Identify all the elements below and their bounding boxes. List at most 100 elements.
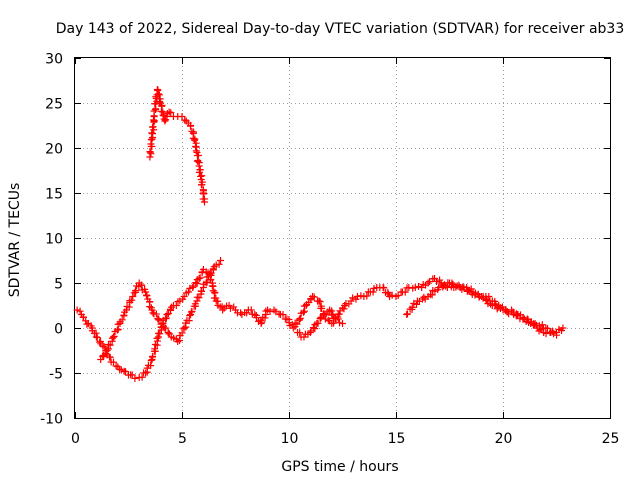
data-point-marker: [165, 108, 173, 116]
data-point-marker: [157, 107, 165, 115]
data-point-marker: [296, 314, 304, 322]
data-point-marker: [162, 324, 170, 332]
y-tick-label: 30: [45, 52, 63, 68]
data-point-marker: [296, 315, 304, 323]
x-tick-label: 0: [71, 431, 80, 447]
data-point-marker: [153, 334, 161, 342]
data-point-marker: [226, 304, 234, 312]
data-point-marker: [147, 357, 155, 365]
data-point-marker: [519, 314, 527, 322]
data-point-marker: [553, 331, 560, 339]
data-point-marker: [380, 284, 388, 292]
data-point-marker: [184, 288, 192, 296]
data-point-marker: [149, 309, 157, 317]
data-point-marker: [156, 98, 164, 106]
grid-lines: [75, 58, 610, 418]
data-point-marker: [538, 321, 546, 329]
data-point-marker: [178, 329, 186, 337]
data-point-marker: [347, 297, 355, 305]
data-point-marker: [188, 307, 196, 315]
data-point-marker: [96, 338, 104, 346]
x-tick-label: 25: [602, 431, 620, 447]
x-tick-label: 10: [281, 431, 299, 447]
data-point-marker: [299, 308, 307, 316]
data-point-marker: [460, 284, 468, 292]
data-point-marker: [436, 276, 444, 284]
data-point-marker: [106, 353, 114, 361]
plot-frame: [74, 57, 611, 419]
data-point-marker: [192, 279, 200, 287]
data-point-marker: [138, 373, 146, 381]
data-point-marker: [187, 122, 195, 130]
data-point-marker: [411, 284, 419, 291]
data-point-marker: [559, 324, 567, 332]
data-point-marker: [131, 374, 139, 382]
data-point-marker: [195, 294, 203, 302]
data-point-marker: [80, 313, 88, 321]
data-point-marker: [164, 329, 172, 337]
data-point-marker: [110, 332, 118, 340]
data-point-marker: [192, 147, 200, 155]
data-point-marker: [120, 312, 128, 320]
data-point-marker: [414, 282, 422, 290]
data-point-marker: [196, 274, 204, 282]
data-point-marker: [155, 316, 163, 324]
data-point-marker: [128, 296, 136, 304]
data-point-marker: [167, 306, 175, 314]
data-point-marker: [339, 320, 346, 327]
data-point-marker: [159, 111, 167, 119]
data-point-marker: [512, 312, 520, 320]
data-point-marker: [217, 257, 225, 264]
data-point-marker: [335, 310, 343, 318]
data-point-marker: [100, 351, 108, 359]
data-point-marker: [149, 352, 157, 360]
data-point-marker: [543, 324, 551, 332]
data-point-marker: [309, 324, 317, 332]
data-point-marker: [149, 130, 157, 138]
data-point-marker: [163, 311, 171, 318]
x-axis-ticks: 0 5 10 15 20 25: [71, 58, 619, 447]
data-point-marker: [131, 287, 139, 295]
data-point-marker: [293, 320, 301, 328]
y-tick-label: 15: [45, 187, 63, 203]
y-tick-label: 10: [45, 232, 63, 248]
data-point-marker: [349, 294, 357, 302]
data-point-marker: [403, 310, 411, 318]
data-point-marker: [180, 324, 188, 332]
data-point-marker: [208, 282, 216, 290]
data-point-marker: [388, 291, 396, 299]
x-tick-label: 15: [388, 431, 406, 447]
data-point-marker: [310, 293, 318, 301]
data-point-marker: [261, 314, 269, 322]
data-point-marker: [448, 279, 456, 287]
data-point-marker: [279, 311, 287, 319]
data-point-marker: [181, 116, 189, 124]
data-point-marker: [453, 282, 461, 290]
data-point-marker: [340, 305, 348, 313]
data-point-marker: [178, 113, 186, 120]
data-point-marker: [162, 314, 170, 322]
data-point-marker: [198, 287, 206, 295]
data-point-marker: [334, 315, 342, 323]
data-point-marker: [76, 307, 84, 315]
data-point-marker: [99, 342, 107, 350]
data-point-marker: [209, 266, 217, 274]
data-point-marker: [110, 358, 118, 366]
data-point-marker: [172, 302, 180, 310]
data-point-marker: [154, 87, 162, 95]
data-point-marker: [129, 293, 137, 300]
data-point-marker: [194, 151, 202, 159]
x-tick-label: 20: [495, 431, 513, 447]
y-tick-label: 20: [45, 142, 63, 158]
data-point-marker: [258, 318, 266, 326]
data-point-marker: [154, 90, 162, 98]
data-point-marker: [110, 333, 118, 341]
data-point-marker: [200, 198, 208, 206]
data-point-marker: [151, 345, 159, 353]
data-point-marker: [324, 316, 332, 324]
data-point-marker: [531, 320, 539, 327]
data-point-marker: [83, 320, 91, 328]
data-point-marker: [328, 311, 336, 319]
data-point-marker: [253, 314, 261, 322]
data-point-marker: [113, 326, 121, 334]
